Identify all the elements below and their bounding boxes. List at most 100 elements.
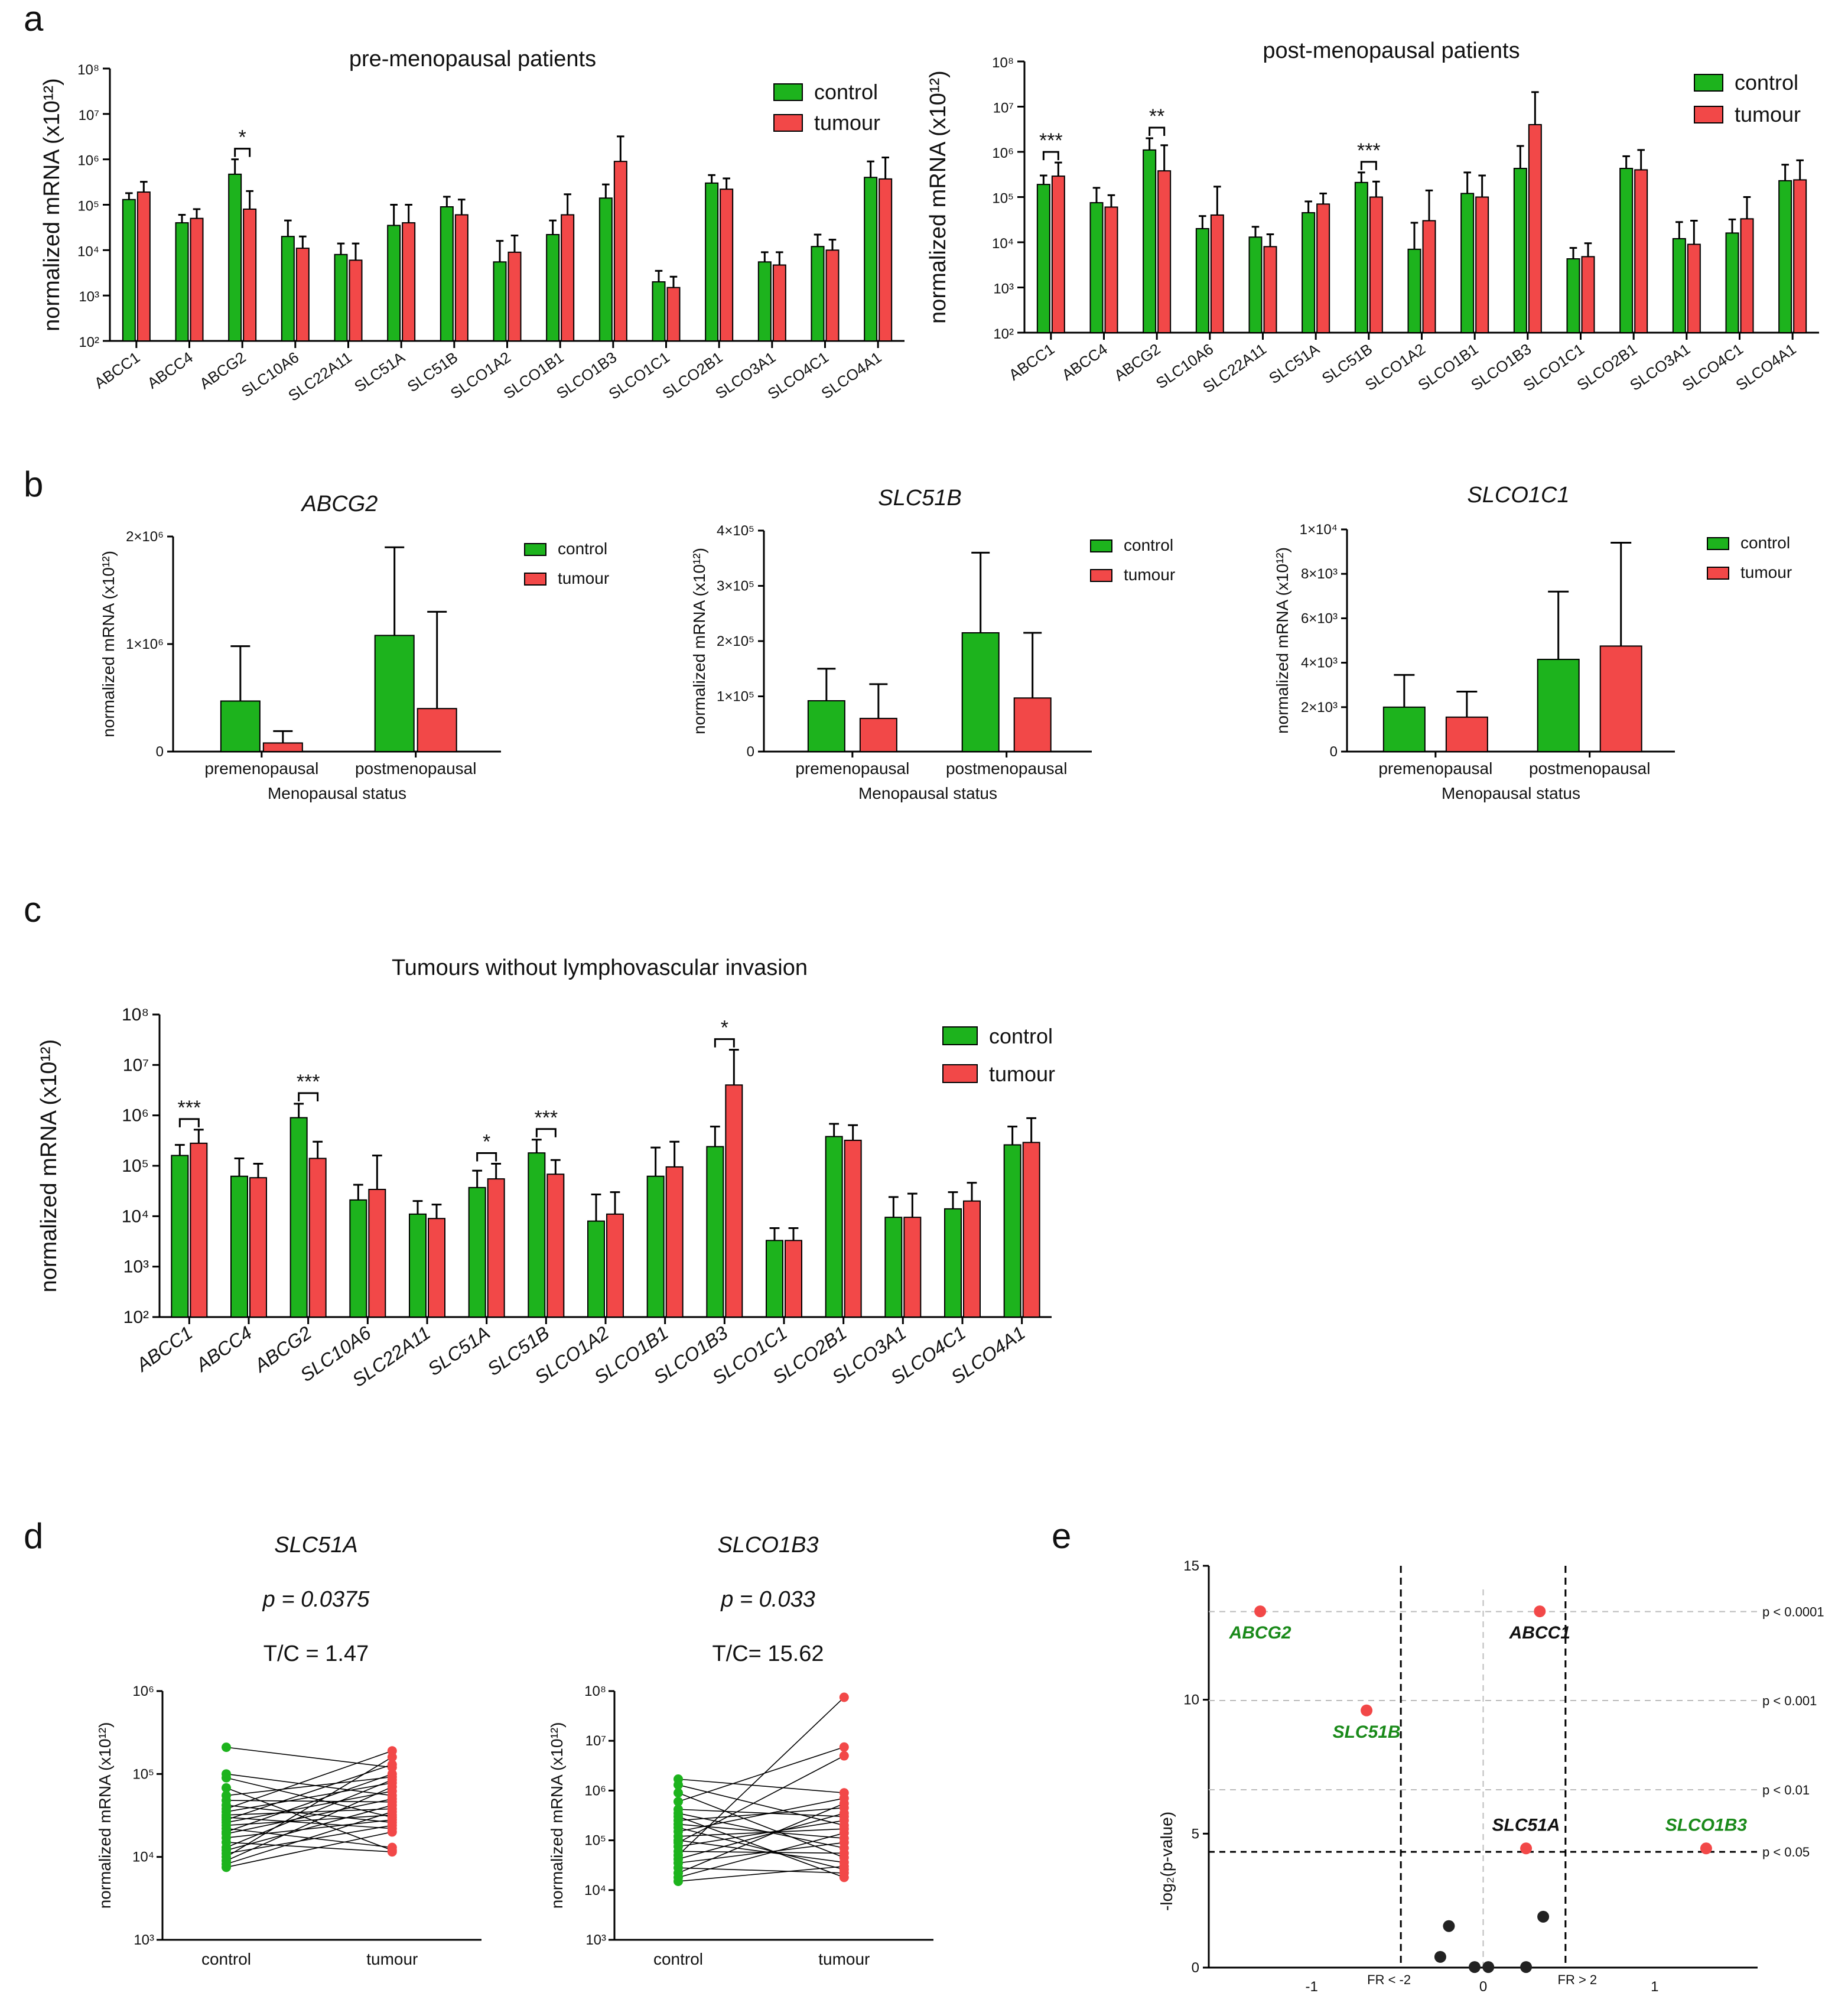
c-x-label-abcc1: ABCC1 (132, 1322, 197, 1376)
b3-y-tick-label: 4×10³ (1301, 655, 1338, 671)
d1-pair-line (226, 1787, 393, 1851)
a2-x-label-slc51a: SLC51A (1265, 340, 1323, 387)
b3-y-tick-label: 0 (1330, 744, 1338, 760)
b1-x-axis-title: Menopausal status (268, 784, 406, 802)
c-y-axis-label: normalized mRNA (x10¹²) (37, 1039, 61, 1293)
a2-significance-bracket-abcg2 (1149, 126, 1166, 136)
a1-bar-tumour-abcc1 (136, 191, 151, 342)
b1-legend-control-swatch (524, 543, 546, 556)
a1-y-axis-label: normalized mRNA (x10¹²) (40, 78, 64, 331)
d2-pair-line (678, 1867, 844, 1874)
a1-bar-control-slco3a1 (757, 261, 772, 342)
d2-point-control (674, 1788, 683, 1798)
c-bar-control-slc10a6 (349, 1199, 367, 1318)
b3-legend-tumour-swatch (1707, 567, 1729, 580)
d2-y-tick-label: 10³ (585, 1932, 606, 1948)
d2-pair-line (678, 1827, 844, 1870)
b2-bar-tumour-premenopausal (859, 717, 897, 753)
a2-bar-control-slco4c1 (1725, 232, 1739, 333)
d1-pair-line (226, 1773, 392, 1796)
a2-significance-bracket-slc51b (1360, 161, 1377, 170)
e-x-tick-label: 1 (1651, 1979, 1658, 1995)
a2-bar-tumour-slc10a6 (1210, 214, 1224, 333)
b3-title: SLCO1C1 (1467, 483, 1569, 508)
c-significance-bracket-abcg2 (298, 1092, 319, 1101)
e-point-slc51b (1361, 1704, 1373, 1716)
chart-slco1b3-paired: 10³ 10⁴ 10⁵ 10⁶ 10⁷ 10⁸ normalized mRNA (x10¹²… (548, 1533, 933, 1968)
e-gene-label-slc51b: SLC51B (1333, 1722, 1401, 1742)
a2-bar-control-slco3a1 (1672, 238, 1686, 333)
c-bar-tumour-slc51b (546, 1173, 565, 1318)
c-bar-tumour-abcc4 (249, 1177, 267, 1318)
a1-bar-tumour-slco2b1 (720, 188, 734, 342)
e-x-tick-label: -1 (1306, 1979, 1318, 1995)
c-legend-tumour-swatch (942, 1064, 978, 1083)
a1-x-label-slco1c1: SLCO1C1 (606, 348, 673, 403)
a2-bar-control-slco1a2 (1407, 248, 1421, 333)
e-point-slc51a (1520, 1842, 1533, 1855)
e-y-tick-label: 10 (1183, 1692, 1199, 1708)
a2-bar-control-slco1b3 (1513, 168, 1527, 333)
b2-y-axis-label: normalized mRNA (x10¹²) (690, 548, 708, 734)
a2-bar-control-slc10a6 (1195, 227, 1209, 333)
c-y-tick-label: 10⁸ (122, 1005, 149, 1025)
d2-pair-line (678, 1832, 845, 1878)
a1-y-tick-label: 10² (79, 334, 99, 350)
d2-pvalue: p = 0.033 (720, 1587, 815, 1612)
a1-x-label-abcc4: ABCC4 (144, 348, 196, 392)
d1-pair-line (226, 1773, 393, 1833)
d2-point-tumour (839, 1872, 849, 1883)
c-bar-tumour-slco4a1 (1022, 1142, 1040, 1318)
d1-pair-line (226, 1750, 393, 1810)
d1-pair-line (226, 1800, 392, 1803)
d1-x-label-tumour: tumour (366, 1950, 418, 1968)
panel-label-c: c (24, 890, 41, 929)
e-fold-label: FR > 2 (1558, 1972, 1598, 1987)
c-bar-control-slco4c1 (944, 1208, 962, 1318)
a1-bar-tumour-slc22a11 (349, 259, 363, 342)
d2-y-tick-label: 10⁵ (584, 1833, 606, 1849)
b3-y-tick-label: 1×10⁴ (1300, 522, 1338, 538)
c-y-tick-label: 10⁶ (122, 1106, 149, 1126)
c-x-label-abcc4: ABCC4 (191, 1322, 256, 1376)
e-y-tick-label: 5 (1192, 1826, 1199, 1842)
a1-bar-control-slc51a (387, 225, 401, 342)
b2-x-label-postmenopausal: postmenopausal (946, 759, 1067, 778)
c-y-tick-label: 10⁴ (122, 1207, 149, 1226)
panel-label-d: d (24, 1516, 43, 1556)
d2-pair-line (678, 1809, 844, 1818)
e-fold-label: FR < -2 (1367, 1972, 1411, 1987)
b2-x-label-premenopausal: premenopausal (795, 759, 909, 778)
c-bar-tumour-abcg2 (308, 1158, 327, 1318)
d1-pair-line (226, 1842, 392, 1852)
d2-pair-line (678, 1784, 844, 1826)
e-x-tick-label: 0 (1479, 1979, 1487, 1995)
chart-post-menopausal: 10² 10³ 10⁴ 10⁵ 10⁶ 10⁷ 10⁸ normalized mRNA (x1… (926, 38, 1819, 396)
c-bar-control-slc22a11 (409, 1213, 427, 1318)
b3-bar-control-postmenopausal (1537, 658, 1580, 752)
a2-bar-control-slc51a (1302, 212, 1316, 333)
c-bar-tumour-slco3a1 (903, 1217, 922, 1318)
a2-bar-control-abcc4 (1089, 202, 1104, 333)
a1-bar-control-slco1b1 (546, 234, 560, 342)
d2-point-tumour (839, 1742, 849, 1752)
d2-point-control (674, 1797, 683, 1807)
b1-y-tick-label: 0 (156, 744, 164, 760)
c-bar-control-slc51a (468, 1186, 486, 1318)
a1-bar-control-abcc1 (122, 199, 136, 342)
c-significance-label-abcg2: *** (297, 1071, 320, 1093)
c-bar-control-slc51b (528, 1152, 546, 1318)
b3-legend-control-swatch (1707, 537, 1729, 550)
a1-bar-tumour-slco4c1 (825, 249, 840, 342)
b3-legend-control-label: control (1740, 534, 1790, 552)
a1-legend-control-swatch (773, 83, 803, 101)
c-bar-control-slco4a1 (1003, 1144, 1021, 1318)
b3-bar-tumour-premenopausal (1445, 716, 1488, 752)
panel-label-e: e (1052, 1516, 1071, 1556)
c-legend-control-swatch (942, 1026, 978, 1045)
d1-pair-line (226, 1747, 392, 1768)
b2-legend-tumour-swatch (1090, 569, 1112, 582)
a1-bar-tumour-abcc4 (190, 217, 204, 342)
c-bar-tumour-slco1a2 (606, 1213, 624, 1318)
